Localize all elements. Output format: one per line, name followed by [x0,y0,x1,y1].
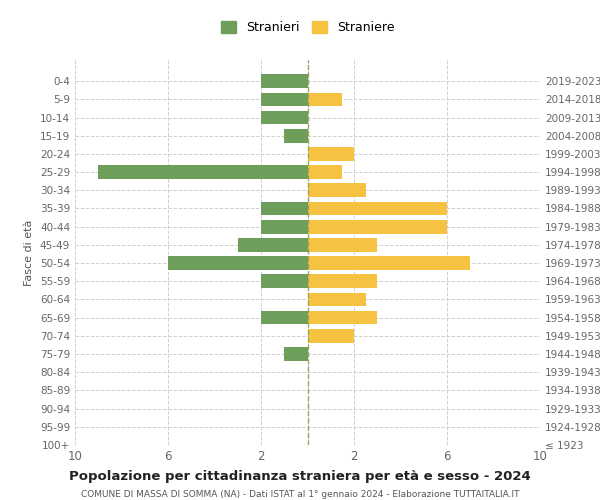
Bar [308,202,447,215]
Bar [261,274,308,288]
Bar [308,238,377,252]
Text: Popolazione per cittadinanza straniera per età e sesso - 2024: Popolazione per cittadinanza straniera p… [69,470,531,483]
Bar [308,166,343,179]
Bar [261,311,308,324]
Bar [308,220,447,234]
Bar [98,166,308,179]
Legend: Stranieri, Straniere: Stranieri, Straniere [216,16,399,39]
Y-axis label: Anni di nascita: Anni di nascita [597,211,600,294]
Bar [238,238,308,252]
Y-axis label: Fasce di età: Fasce di età [25,220,34,286]
Bar [308,311,377,324]
Bar [284,347,308,361]
Text: COMUNE DI MASSA DI SOMMA (NA) - Dati ISTAT al 1° gennaio 2024 - Elaborazione TUT: COMUNE DI MASSA DI SOMMA (NA) - Dati IST… [81,490,519,499]
Bar [308,256,470,270]
Bar [261,202,308,215]
Bar [308,147,354,160]
Bar [308,92,343,106]
Bar [261,92,308,106]
Bar [168,256,308,270]
Bar [308,329,354,342]
Bar [261,74,308,88]
Bar [308,292,365,306]
Bar [261,110,308,124]
Bar [261,220,308,234]
Bar [308,184,365,197]
Bar [284,129,308,142]
Bar [308,274,377,288]
